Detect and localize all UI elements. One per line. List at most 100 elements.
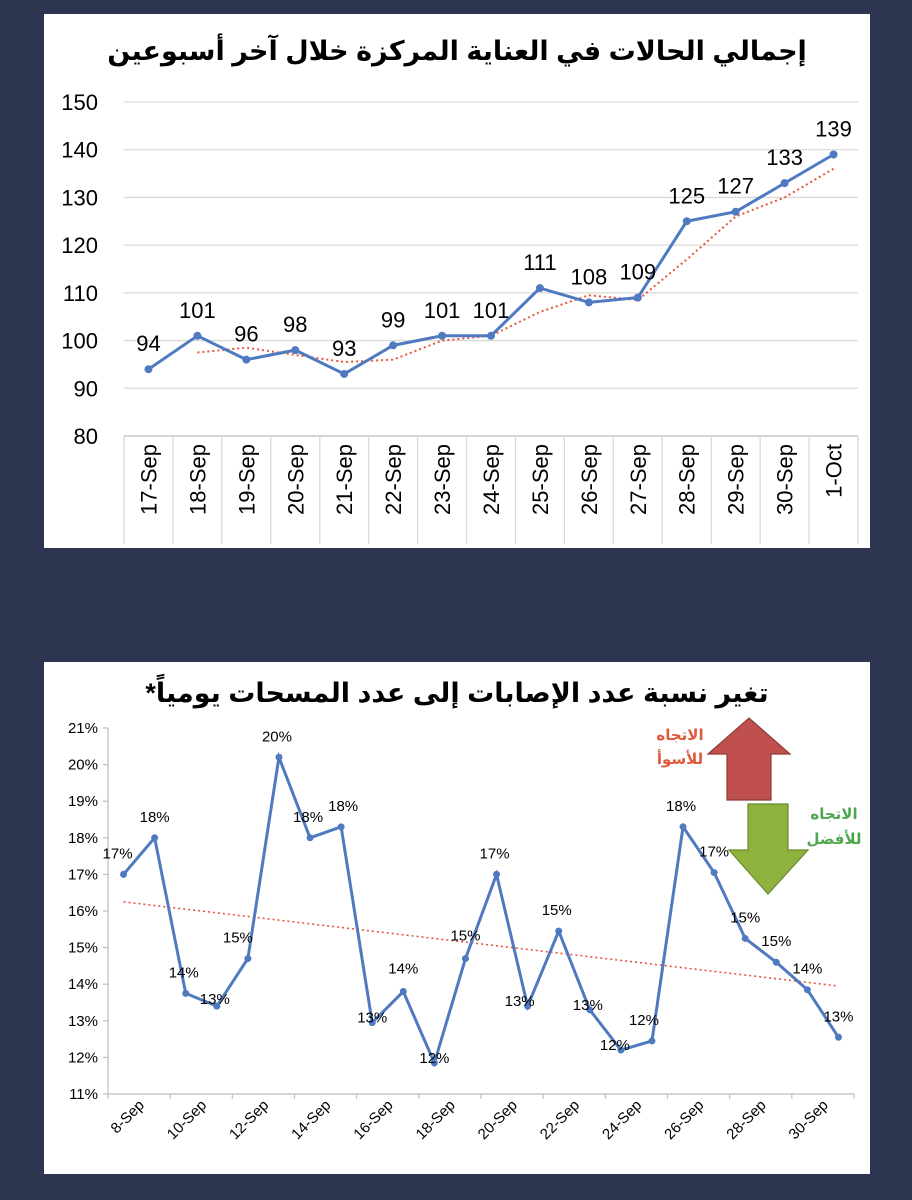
- data-label: 15%: [542, 902, 572, 919]
- data-label: 13%: [823, 1008, 853, 1025]
- data-label: 101: [473, 298, 510, 323]
- data-point: [244, 955, 252, 963]
- data-label: 13%: [505, 993, 535, 1010]
- data-label: 13%: [573, 997, 603, 1014]
- data-point: [213, 1002, 221, 1010]
- data-point: [144, 365, 153, 374]
- x-tick-label: 10-Sep: [164, 1097, 210, 1143]
- y-tick-label: 18%: [68, 830, 98, 847]
- icu-cases-chart: إجمالي الحالات في العناية المركزة خلال آ…: [61, 33, 859, 544]
- data-label: 12%: [600, 1037, 630, 1054]
- data-label: 18%: [293, 809, 323, 826]
- x-tick-label: 17-Sep: [136, 444, 161, 515]
- x-tick-label: 24-Sep: [599, 1097, 645, 1143]
- data-point: [617, 1046, 625, 1054]
- data-point: [780, 179, 789, 188]
- y-tick-label: 21%: [68, 720, 98, 737]
- y-tick-label: 130: [61, 185, 98, 210]
- data-label: 17%: [480, 845, 510, 862]
- y-tick-label: 120: [61, 233, 98, 258]
- data-point: [682, 217, 691, 226]
- y-tick-label: 100: [61, 329, 98, 354]
- data-label: 111: [523, 250, 556, 275]
- data-point: [741, 934, 749, 942]
- data-label: 96: [234, 322, 258, 347]
- data-label: 13%: [200, 991, 230, 1008]
- x-tick-label: 1-Oct: [822, 444, 847, 498]
- data-label: 99: [381, 307, 405, 332]
- data-point: [438, 331, 447, 340]
- data-point: [487, 331, 495, 340]
- trend-better-label-line2: للأفضل: [806, 830, 861, 848]
- y-tick-label: 11%: [69, 1086, 98, 1103]
- data-point: [430, 1059, 438, 1067]
- data-label: 15%: [223, 930, 253, 947]
- data-label: 15%: [730, 909, 760, 926]
- x-tick-label: 30-Sep: [773, 444, 798, 515]
- data-label: 14%: [169, 964, 199, 981]
- y-tick-label: 90: [74, 376, 98, 401]
- data-label: 94: [136, 331, 160, 356]
- trend-worse-arrow: [706, 717, 792, 801]
- y-tick-label: 19%: [68, 793, 98, 810]
- trendline: [197, 167, 835, 364]
- icu-cases-chart-panel: إجمالي الحالات في العناية المركزة خلال آ…: [44, 14, 870, 548]
- chart-title: تغير نسبة عدد الإصابات إلى عدد المسحات ي…: [145, 673, 768, 709]
- data-label: 18%: [328, 798, 358, 815]
- data-point: [731, 207, 740, 216]
- data-point: [306, 834, 314, 842]
- x-tick-label: 28-Sep: [675, 444, 700, 515]
- x-tick-label: 28-Sep: [723, 1097, 769, 1143]
- trend-worse-label-line1: الاتجاه: [656, 727, 703, 744]
- x-tick-label: 23-Sep: [430, 444, 455, 515]
- y-tick-label: 16%: [68, 903, 98, 920]
- x-tick-label: 26-Sep: [661, 1097, 707, 1143]
- x-tick-label: 18-Sep: [413, 1097, 459, 1143]
- x-tick-label: 30-Sep: [786, 1097, 832, 1143]
- data-label: 125: [668, 183, 705, 208]
- x-tick-label: 22-Sep: [381, 444, 406, 515]
- data-label: 18%: [140, 809, 170, 826]
- data-label: 14%: [388, 961, 418, 978]
- data-point: [340, 369, 349, 378]
- data-point: [399, 988, 407, 996]
- data-point: [710, 869, 718, 877]
- y-tick-label: 13%: [68, 1013, 98, 1030]
- data-point: [648, 1037, 656, 1045]
- data-point: [772, 958, 780, 966]
- x-tick-label: 14-Sep: [288, 1097, 334, 1143]
- trend-better-arrow: [727, 803, 810, 895]
- data-point: [275, 753, 283, 761]
- x-tick-label: 19-Sep: [234, 444, 259, 515]
- positivity-ratio-chart: تغير نسبة عدد الإصابات إلى عدد المسحات ي…: [68, 673, 862, 1143]
- data-label: 15%: [761, 933, 791, 950]
- data-point: [633, 293, 642, 302]
- data-label: 13%: [357, 1010, 387, 1027]
- data-point: [493, 870, 501, 878]
- y-tick-label: 20%: [68, 757, 98, 774]
- data-point: [803, 986, 811, 994]
- trend-worse-label-line2: للأسوأ: [657, 749, 703, 768]
- data-label: 127: [717, 174, 754, 199]
- y-tick-label: 80: [74, 424, 98, 449]
- data-point: [461, 955, 469, 963]
- y-tick-label: 17%: [68, 866, 98, 883]
- data-label: 101: [179, 298, 216, 323]
- data-point: [337, 823, 345, 831]
- data-label: 93: [332, 336, 356, 361]
- data-label: 98: [283, 312, 307, 337]
- data-label: 12%: [419, 1050, 449, 1067]
- x-tick-label: 26-Sep: [577, 444, 602, 515]
- x-tick-label: 25-Sep: [528, 444, 553, 515]
- data-label: 12%: [629, 1012, 659, 1029]
- data-point: [829, 150, 838, 159]
- data-point: [193, 331, 202, 340]
- data-point: [291, 346, 300, 355]
- x-tick-label: 20-Sep: [283, 444, 308, 515]
- x-tick-label: 20-Sep: [475, 1097, 521, 1143]
- y-tick-label: 110: [63, 281, 98, 306]
- x-tick-label: 22-Sep: [537, 1097, 583, 1143]
- data-point: [834, 1033, 842, 1041]
- data-point: [242, 355, 251, 364]
- y-tick-label: 150: [61, 90, 98, 115]
